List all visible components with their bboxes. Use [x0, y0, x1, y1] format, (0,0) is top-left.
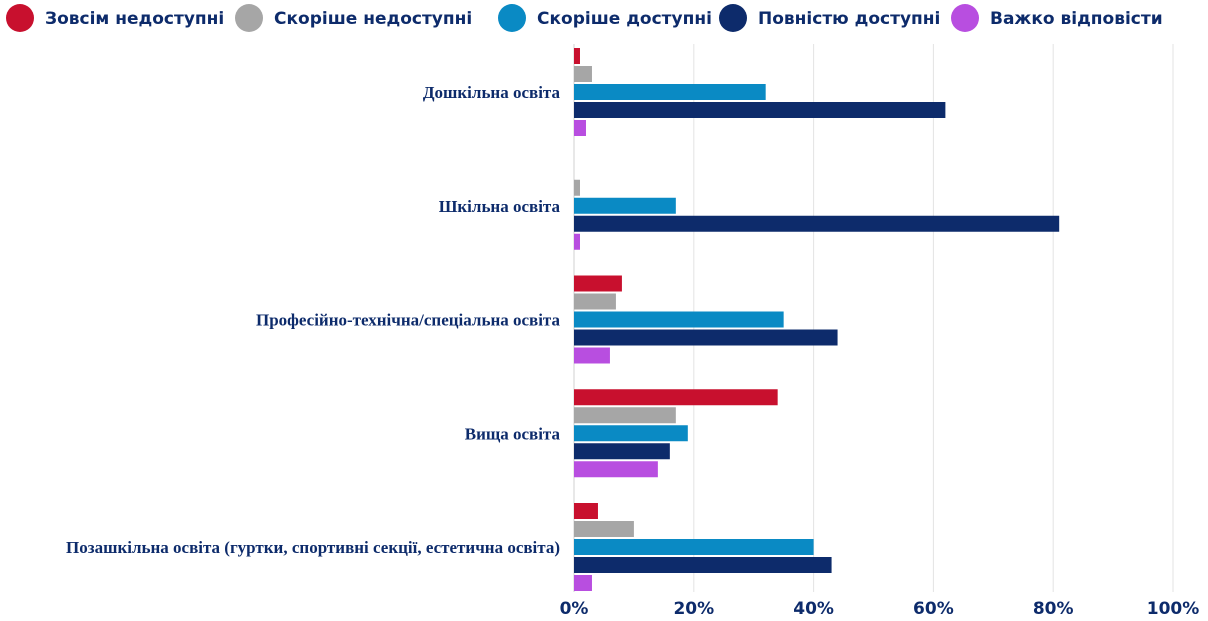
legend-label: Зовсім недоступні: [45, 9, 224, 29]
bar: [574, 293, 616, 310]
category-label: Позашкільна освіта (гуртки, спортивні се…: [66, 538, 560, 557]
legend-marker: [6, 4, 34, 32]
bar: [574, 197, 676, 214]
x-tick-label: 40%: [793, 599, 834, 619]
bar: [574, 329, 838, 346]
bar: [574, 425, 688, 442]
bar: [574, 389, 778, 406]
legend-label: Скоріше доступні: [537, 9, 712, 29]
category-labels: Дошкільна освіта Шкільна освіта Професійно…: [66, 83, 560, 557]
bar: [574, 557, 832, 573]
legend-label: Повністю доступні: [758, 9, 940, 29]
bar: [574, 66, 592, 82]
category-label: Шкільна освіта: [439, 197, 561, 216]
bar: [574, 539, 814, 555]
chart-bars: [574, 48, 1060, 591]
bar: [574, 575, 592, 591]
legend-marker: [719, 4, 747, 32]
category-label: Дошкільна освіта: [423, 83, 561, 102]
chart-legend: Зовсім недоступні Скоріше недоступні Скорі…: [6, 4, 1163, 32]
legend-marker: [498, 4, 526, 32]
legend-marker: [951, 4, 979, 32]
legend-label: Скоріше недоступні: [274, 9, 472, 29]
bar: [574, 102, 946, 118]
bar: [574, 461, 658, 478]
bar: [574, 179, 580, 196]
bar: [574, 311, 784, 328]
x-tick-label: 20%: [673, 599, 714, 619]
category-label: Вища освіта: [465, 424, 561, 443]
legend-marker: [235, 4, 263, 32]
x-tick-label: 60%: [913, 599, 954, 619]
bar: [574, 521, 634, 537]
category-label: Професійно-технічна/спеціальна освіта: [256, 311, 561, 330]
bar: [574, 347, 610, 364]
x-tick-label: 80%: [1033, 599, 1074, 619]
bar: [574, 84, 766, 100]
bar: [574, 48, 580, 64]
bar: [574, 120, 586, 136]
bar: [574, 233, 580, 250]
x-tick-label: 100%: [1147, 599, 1200, 619]
x-axis-tick-labels: 0% 20% 40% 60% 80% 100%: [560, 599, 1200, 619]
bar: [574, 407, 676, 424]
x-tick-label: 0%: [560, 599, 589, 619]
bar: [574, 215, 1060, 232]
legend-label: Важко відповісти: [990, 9, 1163, 29]
bar: [574, 503, 598, 519]
bar: [574, 275, 622, 292]
bar: [574, 443, 670, 460]
